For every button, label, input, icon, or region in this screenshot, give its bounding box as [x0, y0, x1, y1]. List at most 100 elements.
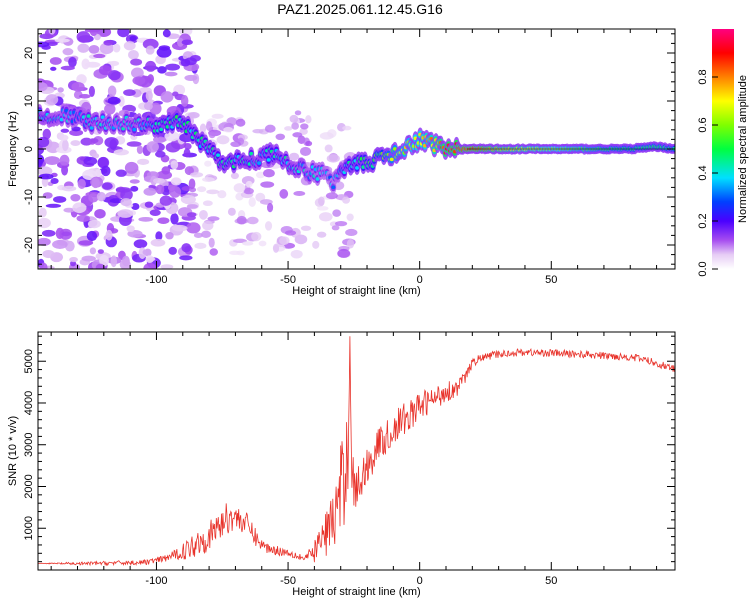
noise-blob — [142, 249, 150, 256]
noise-blob — [50, 66, 57, 71]
noise-blob — [93, 53, 106, 59]
ridge-core — [216, 153, 221, 157]
noise-blob — [165, 63, 180, 71]
noise-blob — [342, 196, 351, 204]
noise-blob — [316, 206, 329, 211]
x-axis-label: Height of straight line (km) — [292, 586, 420, 598]
noise-blob — [193, 232, 203, 238]
noise-blob — [184, 166, 194, 176]
noise-blob — [316, 231, 327, 238]
noise-blob — [170, 177, 182, 186]
noise-blob — [168, 246, 177, 255]
noise-blob — [160, 264, 174, 269]
noise-blob — [279, 236, 290, 245]
noise-blob — [331, 225, 340, 231]
noise-blob — [103, 39, 114, 46]
noise-blob — [324, 144, 333, 153]
x-tick-label: 0 — [417, 274, 423, 286]
noise-blob — [98, 65, 112, 76]
x-axis-label: Height of straight line (km) — [292, 285, 420, 297]
plot-frame — [37, 331, 676, 571]
noise-blob — [143, 187, 157, 196]
noise-blob — [76, 74, 87, 85]
noise-blob — [202, 220, 214, 231]
noise-blob — [61, 185, 77, 192]
colorbar-tick-label: 0.0 — [697, 261, 709, 276]
noise-blob — [83, 156, 98, 166]
noise-blob — [145, 90, 153, 101]
noise-blob — [38, 41, 50, 48]
noise-blob — [112, 43, 121, 53]
noise-blob — [119, 259, 131, 269]
noise-blob — [70, 194, 81, 202]
noise-blob — [252, 128, 264, 134]
noise-blob — [186, 212, 197, 218]
noise-blob — [38, 136, 50, 148]
noise-blob — [137, 158, 150, 165]
noise-blob — [208, 237, 215, 248]
noise-blob — [96, 191, 106, 202]
noise-blob — [130, 185, 139, 192]
noise-blob — [201, 230, 211, 239]
noise-blob — [59, 154, 70, 166]
x-tick-label: 50 — [545, 274, 557, 286]
noise-blob — [289, 114, 299, 123]
heatmap-cells — [38, 29, 675, 269]
noise-blob — [293, 190, 306, 197]
noise-blob — [188, 178, 196, 190]
colorbar-label: Normalized spectral amplitude — [737, 75, 749, 223]
ridge-core — [315, 177, 320, 181]
x-tick-label: 50 — [545, 575, 557, 587]
y-tick-label: 10 — [23, 95, 35, 107]
noise-blob — [233, 238, 247, 244]
noise-blob — [72, 202, 87, 214]
noise-blob — [183, 143, 192, 150]
noise-blob — [264, 221, 273, 231]
noise-blob — [53, 196, 67, 203]
noise-blob — [305, 140, 313, 147]
noise-blob — [101, 182, 113, 190]
noise-blob — [332, 209, 342, 217]
noise-blob — [78, 94, 91, 99]
noise-blob — [128, 50, 139, 60]
noise-blob — [38, 237, 51, 246]
colorbar-tick-label: 0.2 — [697, 213, 709, 228]
y-tick-label: 0 — [23, 146, 35, 152]
noise-blob — [202, 177, 215, 182]
noise-blob — [230, 172, 239, 180]
noise-blob — [155, 150, 166, 158]
noise-blob — [76, 31, 91, 43]
noise-blob — [291, 122, 299, 130]
noise-blob — [209, 248, 218, 256]
noise-blob — [292, 132, 303, 138]
noise-blob — [172, 91, 179, 97]
noise-blob — [179, 255, 193, 261]
noise-blob — [242, 241, 254, 246]
noise-blob — [205, 121, 213, 132]
noise-blob — [107, 85, 117, 97]
noise-blob — [69, 257, 78, 263]
noise-blob — [126, 141, 142, 147]
noise-blob — [176, 37, 184, 47]
noise-blob — [97, 249, 104, 254]
noise-blob — [45, 203, 62, 208]
y-tick-label: -10 — [23, 189, 35, 205]
ridge-core — [100, 115, 105, 119]
noise-blob — [145, 45, 155, 55]
y-axis-label: Frequency (Hz) — [7, 111, 19, 187]
noise-blob — [55, 227, 65, 240]
noise-blob — [76, 214, 91, 222]
figure-title: PAZ1.2025.061.12.45.G16 — [277, 1, 443, 17]
noise-blob — [123, 89, 136, 96]
noise-blob — [124, 161, 139, 174]
noise-blob — [60, 128, 70, 133]
snr-panel: -100 -50 0 50 1000 2000 3000 4000 5000 Height of … — [7, 331, 676, 598]
noise-blob — [42, 249, 55, 259]
ridge-core — [266, 158, 271, 162]
noise-blob — [120, 188, 133, 201]
noise-blob — [70, 140, 81, 147]
noise-blob — [146, 257, 156, 262]
y-tick-label: -20 — [23, 237, 35, 253]
noise-blob — [288, 152, 300, 161]
